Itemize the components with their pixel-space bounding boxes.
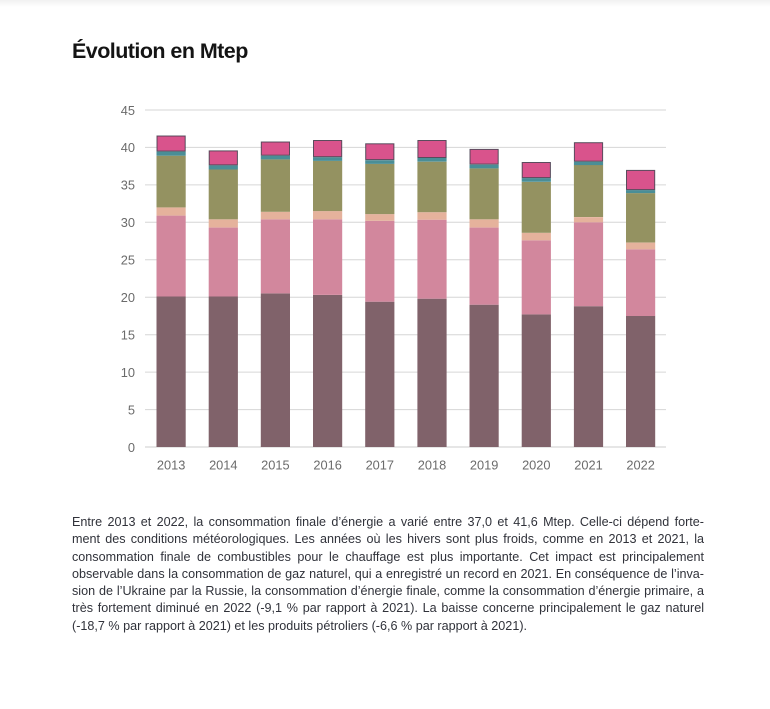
svg-text:2019: 2019: [470, 458, 498, 473]
svg-text:2014: 2014: [209, 458, 237, 473]
svg-text:15: 15: [121, 328, 135, 343]
svg-text:45: 45: [121, 103, 135, 118]
svg-text:30: 30: [121, 215, 135, 230]
svg-text:10: 10: [121, 365, 135, 380]
svg-text:2017: 2017: [366, 458, 394, 473]
svg-text:2015: 2015: [261, 458, 289, 473]
svg-text:2020: 2020: [522, 458, 550, 473]
svg-text:40: 40: [121, 140, 135, 155]
svg-text:0: 0: [128, 440, 135, 455]
svg-text:2016: 2016: [313, 458, 341, 473]
svg-text:2013: 2013: [157, 458, 185, 473]
svg-text:2022: 2022: [626, 458, 654, 473]
svg-text:5: 5: [128, 402, 135, 417]
svg-text:25: 25: [121, 253, 135, 268]
svg-text:2018: 2018: [418, 458, 446, 473]
svg-text:35: 35: [121, 178, 135, 193]
svg-text:20: 20: [121, 290, 135, 305]
svg-text:2021: 2021: [574, 458, 602, 473]
